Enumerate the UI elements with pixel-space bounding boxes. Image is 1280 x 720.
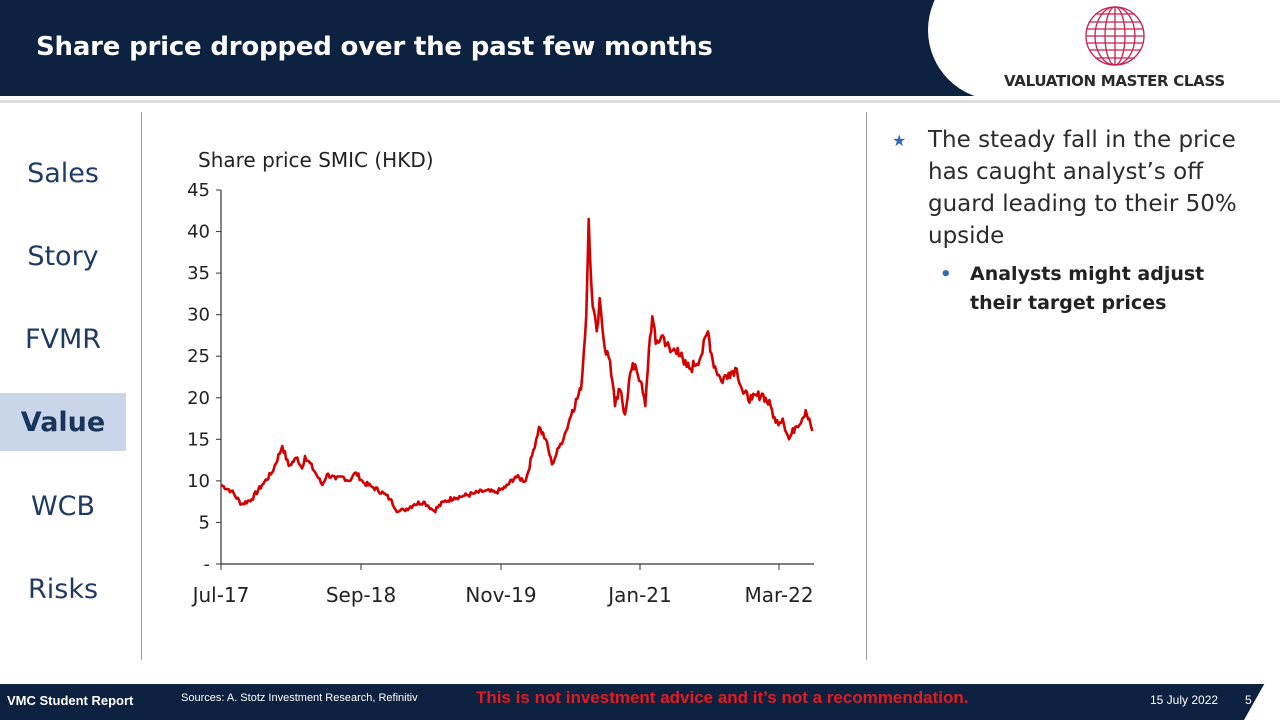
right-divider <box>866 112 867 660</box>
y-tick-label: 40 <box>187 222 210 243</box>
sub-bullet: • Analysts might adjust their target pri… <box>892 260 1262 318</box>
main-bullet-text: The steady fall in the price has caught … <box>928 127 1237 249</box>
logo-area <box>928 0 1280 96</box>
y-tick-label: 35 <box>187 263 210 284</box>
nav-item-risks[interactable]: Risks <box>27 573 99 605</box>
header-divider <box>0 100 1280 103</box>
page-title: Share price dropped over the past few mo… <box>36 32 713 62</box>
y-tick-label: 20 <box>187 388 210 409</box>
globe-icon <box>1085 6 1145 66</box>
footer-corner <box>1244 684 1280 720</box>
left-divider <box>141 112 142 660</box>
y-tick-label: - <box>204 554 211 575</box>
y-tick-label: 25 <box>187 346 210 367</box>
x-tick-label: Sep-18 <box>326 583 396 607</box>
nav-item-wcb[interactable]: WCB <box>30 490 96 522</box>
sub-bullet-text: Analysts might adjust their target price… <box>970 263 1205 314</box>
price-series-line <box>220 217 814 514</box>
nav-item-sales[interactable]: Sales <box>27 157 99 189</box>
nav-item-story[interactable]: Story <box>27 240 99 272</box>
star-icon: ★ <box>892 131 907 150</box>
y-tick-label: 10 <box>187 471 210 492</box>
disclaimer-text: This is not investment advice and it’s n… <box>476 688 969 707</box>
page-number: 5 <box>1245 693 1252 707</box>
x-tick-label: Nov-19 <box>465 583 536 607</box>
chart-title: Share price SMIC (HKD) <box>198 148 434 172</box>
footer-bar: VMC Student Report Sources: A. Stotz Inv… <box>0 684 1280 720</box>
dot-icon: • <box>940 264 952 285</box>
nav-item-value[interactable]: Value <box>0 393 126 451</box>
sources-text: Sources: A. Stotz Investment Research, R… <box>181 692 418 704</box>
y-tick-label: 15 <box>187 429 210 450</box>
y-tick-label: 45 <box>187 180 210 201</box>
y-tick-label: 30 <box>187 305 210 326</box>
logo-text: VALUATION MASTER CLASS <box>1004 72 1225 90</box>
report-label: VMC Student Report <box>7 693 134 708</box>
header-bar: Share price dropped over the past few mo… <box>0 0 1280 96</box>
main-bullet: ★ The steady fall in the price has caugh… <box>892 124 1262 252</box>
nav-item-fvmr[interactable]: FVMR <box>24 323 102 355</box>
commentary: ★ The steady fall in the price has caugh… <box>892 124 1262 318</box>
y-tick-label: 5 <box>199 512 210 533</box>
chart-svg: Share price SMIC (HKD) - 5 10 15 20 25 30 35 40 45… <box>187 148 814 607</box>
x-tick-label: Jul-17 <box>191 583 250 607</box>
x-tick-label: Jan-21 <box>606 583 672 607</box>
share-price-chart: Share price SMIC (HKD) - 5 10 15 20 25 30 35 40 45… <box>150 140 850 620</box>
report-date: 15 July 2022 <box>1150 693 1219 707</box>
x-tick-label: Mar-22 <box>744 583 813 607</box>
